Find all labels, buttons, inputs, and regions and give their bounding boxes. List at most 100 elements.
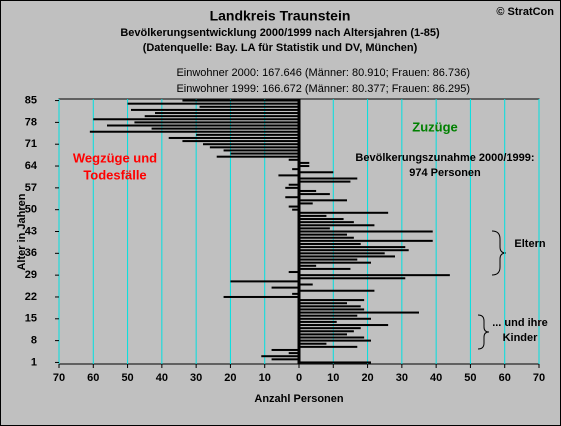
annotation: Wegzüge und [73,150,157,165]
y-tick-label: 43 [25,225,37,237]
bar [155,112,299,115]
x-tick-label: 70 [53,372,65,384]
bar [209,146,299,149]
bar [299,189,317,192]
bar [271,348,299,351]
y-tick-label: 78 [25,116,37,128]
chart-title: Landkreis Traunstein [210,8,351,24]
bar [288,352,299,355]
bar [299,199,347,202]
bar [196,133,299,136]
bar [299,320,337,323]
copyright: © StratCon [496,6,554,18]
x-tick-label: 30 [396,372,408,384]
bar [230,152,299,155]
bar [199,105,299,108]
bar [299,336,365,339]
bar [89,130,299,133]
bar [299,345,358,348]
bar [285,196,299,199]
x-tick-label: 50 [464,372,476,384]
bar [299,221,354,224]
bar [299,274,450,277]
y-tick-label: 50 [25,204,37,216]
x-tick-label: 10 [259,372,271,384]
bar [223,295,299,298]
annotation: Kinder [503,332,539,344]
y-tick-label: 36 [25,247,37,259]
bar [261,355,299,358]
bar [299,330,354,333]
y-tick-label: 8 [31,335,37,347]
bar [299,233,347,236]
x-tick-label: 20 [361,372,373,384]
bar [299,161,310,164]
bar [299,230,433,233]
bar [299,242,361,245]
y-tick-label: 22 [25,291,37,303]
bar [107,124,299,127]
bar [299,214,327,217]
bar [288,205,299,208]
bar [288,271,299,274]
y-tick-label: 64 [25,160,38,172]
bar [182,140,299,143]
y-tick-label: 29 [25,269,37,281]
bar [299,302,347,305]
annotation: Bevölkerungszunahme 2000/1999: [355,152,534,164]
bar [299,311,419,314]
x-tick-label: 30 [190,372,202,384]
y-tick-label: 71 [25,138,37,150]
y-tick-label: 1 [31,356,37,368]
bar [299,277,406,280]
bar [299,236,354,239]
subtitle: (Datenquelle: Bay. LA für Statistik und … [143,42,418,54]
bar [299,333,347,336]
bar [299,324,389,327]
bar [299,211,389,214]
bar [299,202,313,205]
bar [299,264,317,267]
bar [299,177,358,180]
bar [131,108,299,111]
bar [271,358,299,361]
annotation: 974 Personen [409,167,481,179]
bar [299,267,351,270]
x-tick-label: 40 [156,372,168,384]
bar [151,127,299,130]
bar [299,171,334,174]
x-tick-label: 60 [499,372,511,384]
bar [299,305,361,308]
bar [299,255,395,258]
brace [491,230,507,276]
bar [299,227,330,230]
bar [299,165,310,168]
bar [299,249,409,252]
y-tick-label: 57 [25,182,37,194]
subtitle: Bevölkerungsentwicklung 2000/1999 nach A… [120,27,440,39]
bar [299,261,371,264]
y-tick-label: 85 [25,94,37,106]
bar [230,280,299,283]
annotation: Zuzüge [412,119,458,134]
bar [299,342,327,345]
bar [299,193,330,196]
bar [299,308,365,311]
info: Einwohner 2000: 167.646 (Männer: 80.910;… [176,67,470,79]
bar [216,155,299,158]
bar [299,317,371,320]
bar [292,292,299,295]
bar [288,183,299,186]
info: Einwohner 1999: 166.672 (Männer: 80.377;… [176,83,470,95]
bar [299,289,375,292]
y-axis-label: Alter in Jahren [16,193,28,270]
bar [299,327,361,330]
bar [223,149,299,152]
bar [299,258,358,261]
x-tick-label: 60 [87,372,99,384]
bar [292,168,299,171]
bar [203,143,299,146]
bar [285,186,299,189]
